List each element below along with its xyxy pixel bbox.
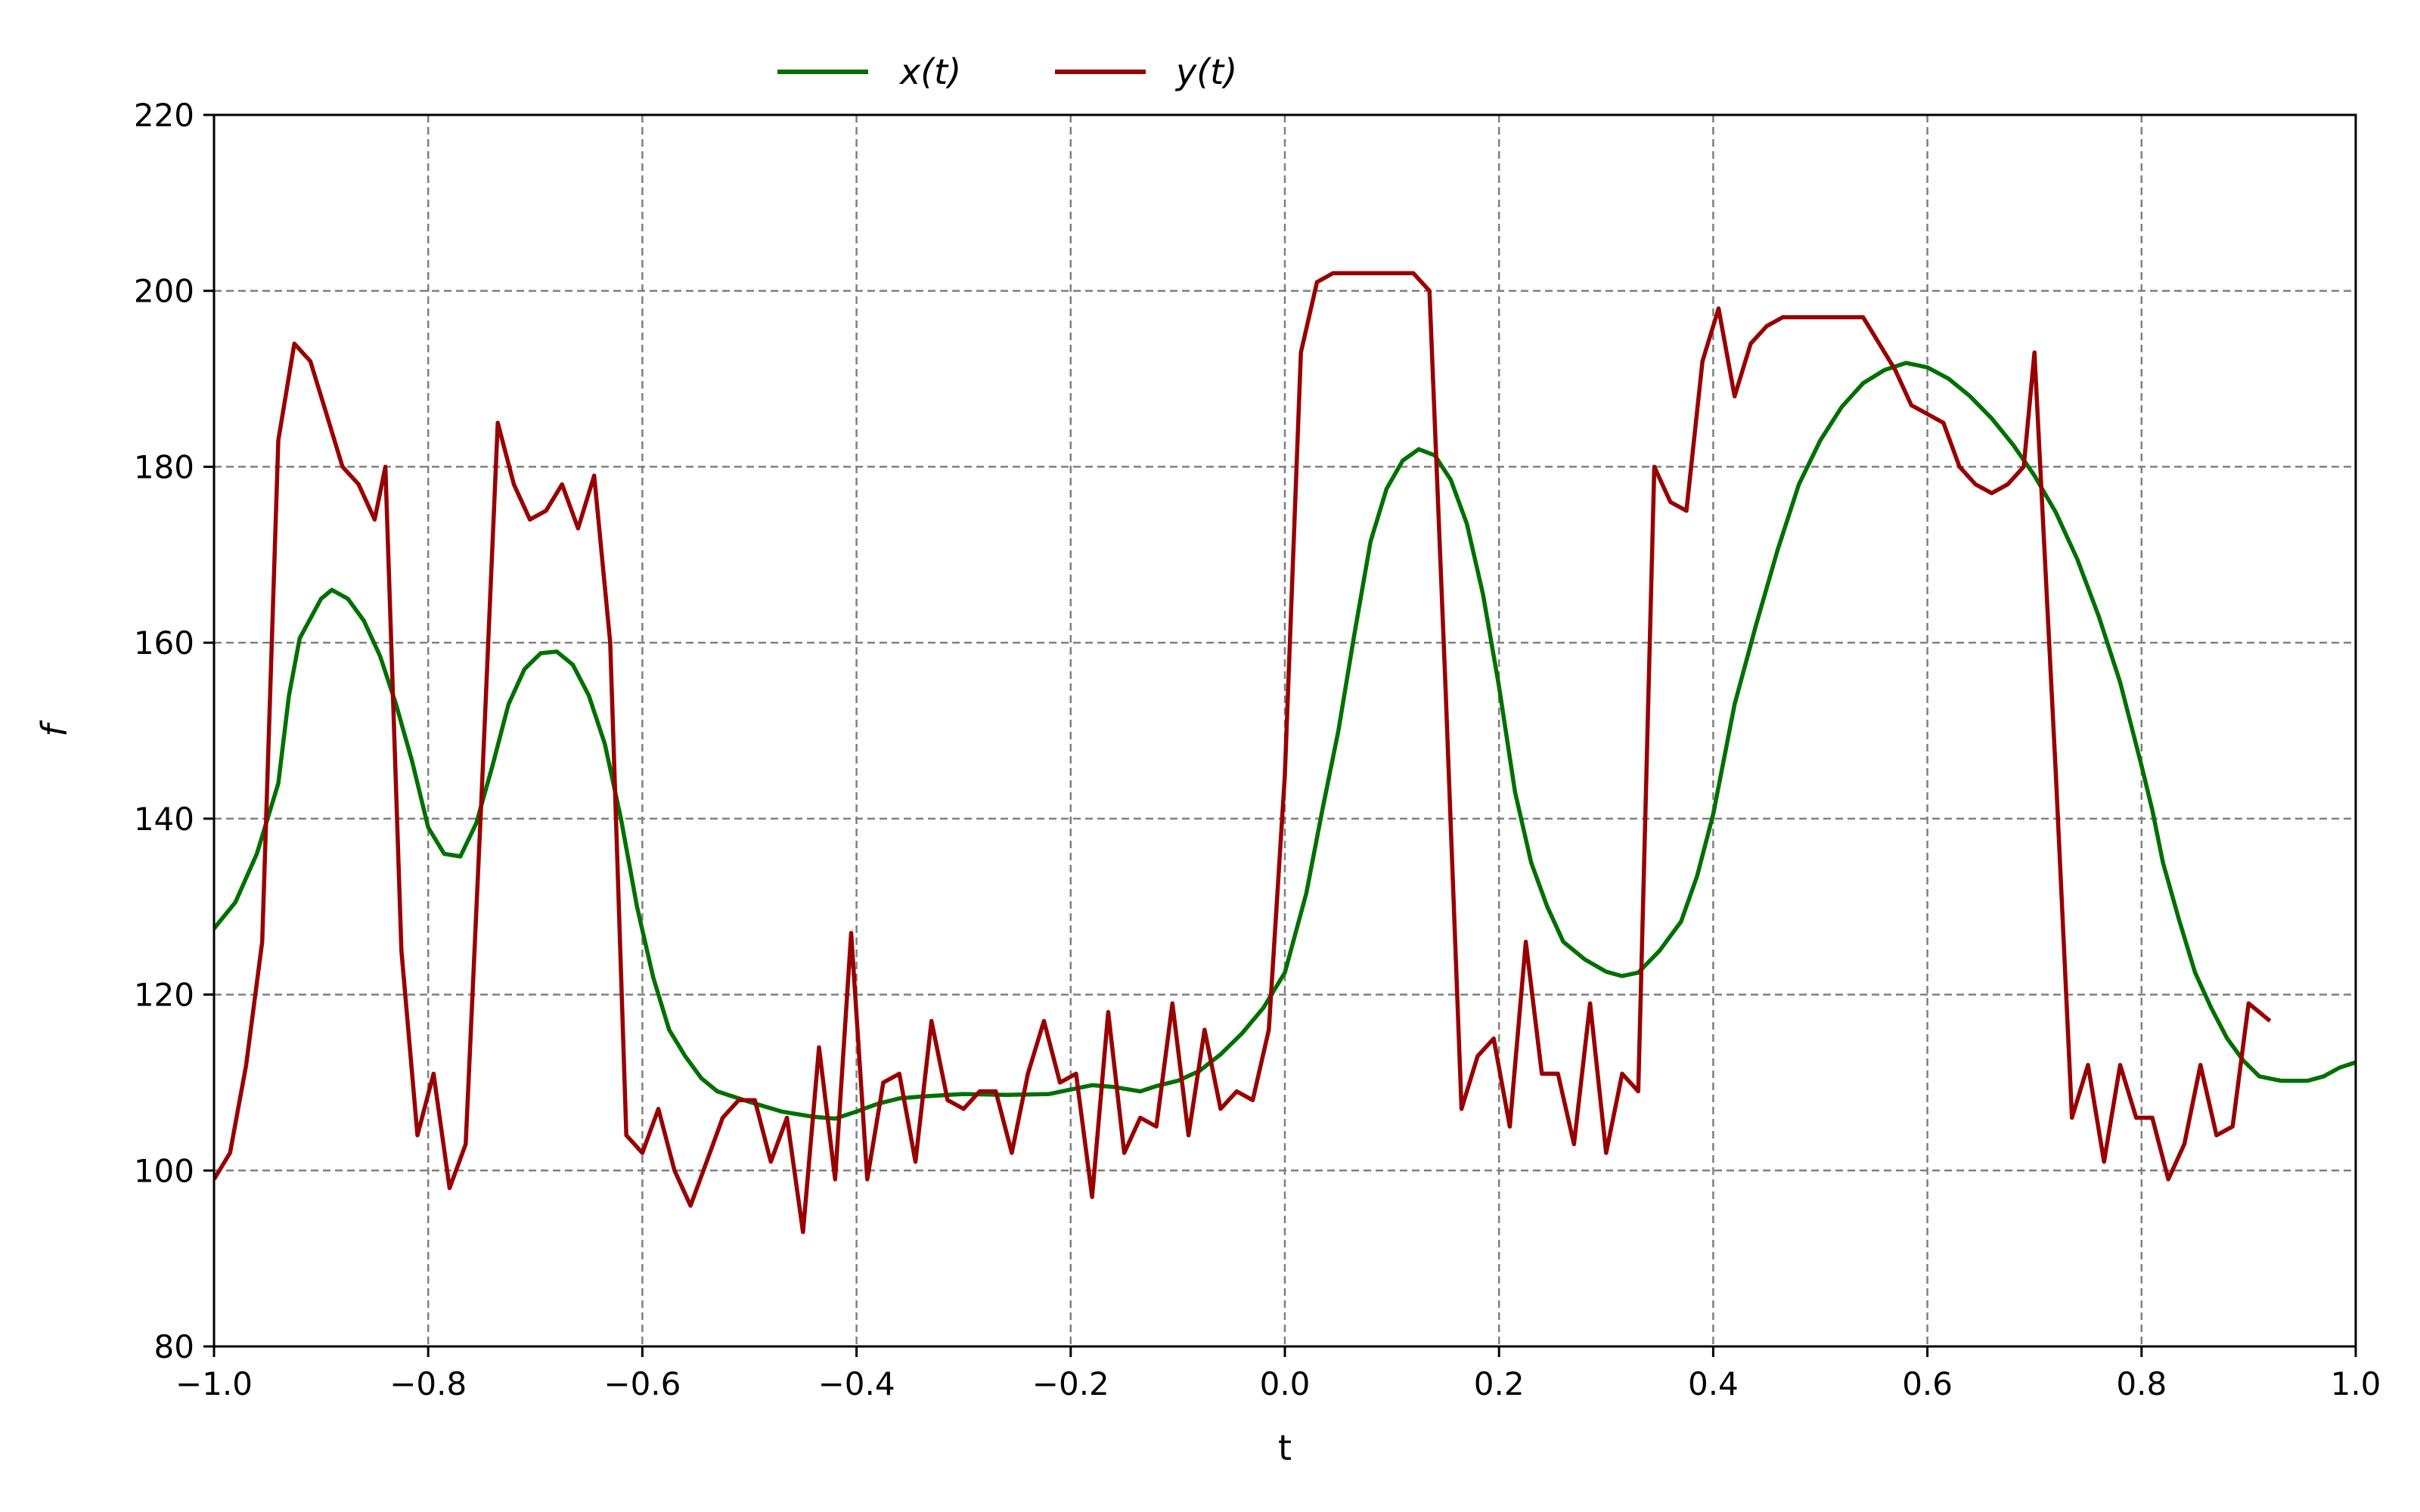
y-tick-label: 140 — [134, 801, 194, 838]
x-tick-label: 0.2 — [1474, 1365, 1525, 1402]
y-tick-label: 160 — [134, 624, 194, 662]
x-tick-label: −0.2 — [1032, 1365, 1109, 1402]
x-tick-label: 0.4 — [1688, 1365, 1739, 1402]
y-tick-label: 100 — [134, 1152, 194, 1189]
x-tick-label: −0.6 — [603, 1365, 681, 1402]
legend-label: x(t) — [898, 51, 961, 92]
x-axis-label: t — [1278, 1427, 1292, 1468]
series-layer — [214, 271, 2356, 1235]
tick-labels: −1.0 −0.8 −0.6 −0.4 −0.2 0.0 0.2 0.4 0.6 0.8 1.0 80… — [134, 97, 2381, 1402]
x-tick-label: −0.4 — [818, 1365, 895, 1402]
legend-label: y(t) — [1174, 51, 1237, 92]
grid-lines — [214, 115, 2356, 1346]
y-tick-label: 180 — [134, 448, 194, 485]
y-tick-label: 80 — [154, 1328, 194, 1365]
y-tick-label: 200 — [134, 273, 194, 310]
x-tick-label: 0.8 — [2116, 1365, 2167, 1402]
ticks — [203, 113, 2357, 1357]
series-line-y — [214, 271, 2272, 1235]
y-tick-label: 120 — [134, 977, 194, 1014]
x-tick-label: −1.0 — [175, 1365, 253, 1402]
x-tick-label: −0.8 — [389, 1365, 467, 1402]
y-tick-label: 220 — [134, 97, 194, 134]
x-tick-label: 0.0 — [1260, 1365, 1311, 1402]
legend: x(t) y(t) — [777, 51, 1237, 92]
x-tick-label: 1.0 — [2331, 1365, 2381, 1402]
x-tick-label: 0.6 — [1902, 1365, 1953, 1402]
